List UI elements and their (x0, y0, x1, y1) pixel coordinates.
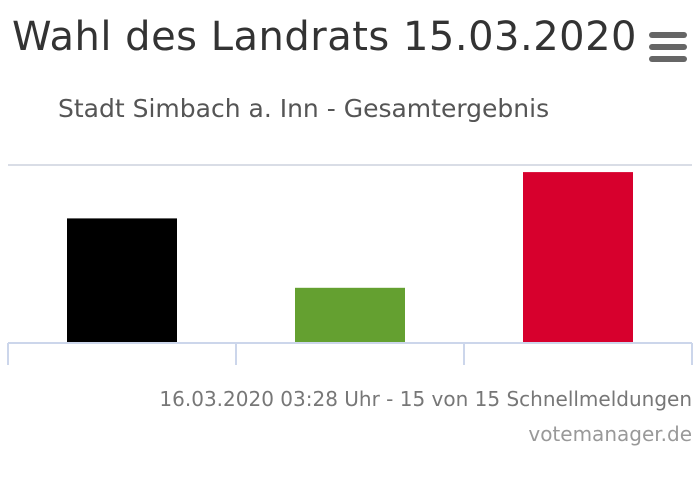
credit-link[interactable]: votemanager.de (528, 422, 692, 446)
bar-2[interactable] (295, 287, 405, 343)
bar-1[interactable] (67, 218, 177, 343)
bars-group (67, 172, 633, 343)
menu-bar-middle (649, 44, 687, 50)
chart-title: Wahl des Landrats 15.03.2020 (12, 14, 637, 60)
x-axis-ticks (7, 343, 693, 365)
update-status: 16.03.2020 03:28 Uhr - 15 von 15 Schnell… (159, 387, 692, 411)
chart-subtitle: Stadt Simbach a. Inn - Gesamtergebnis (58, 94, 550, 123)
bar-3[interactable] (523, 172, 633, 343)
menu-bar-top (649, 32, 687, 38)
hamburger-menu-icon[interactable] (644, 24, 690, 70)
menu-bar-bottom (649, 56, 687, 62)
